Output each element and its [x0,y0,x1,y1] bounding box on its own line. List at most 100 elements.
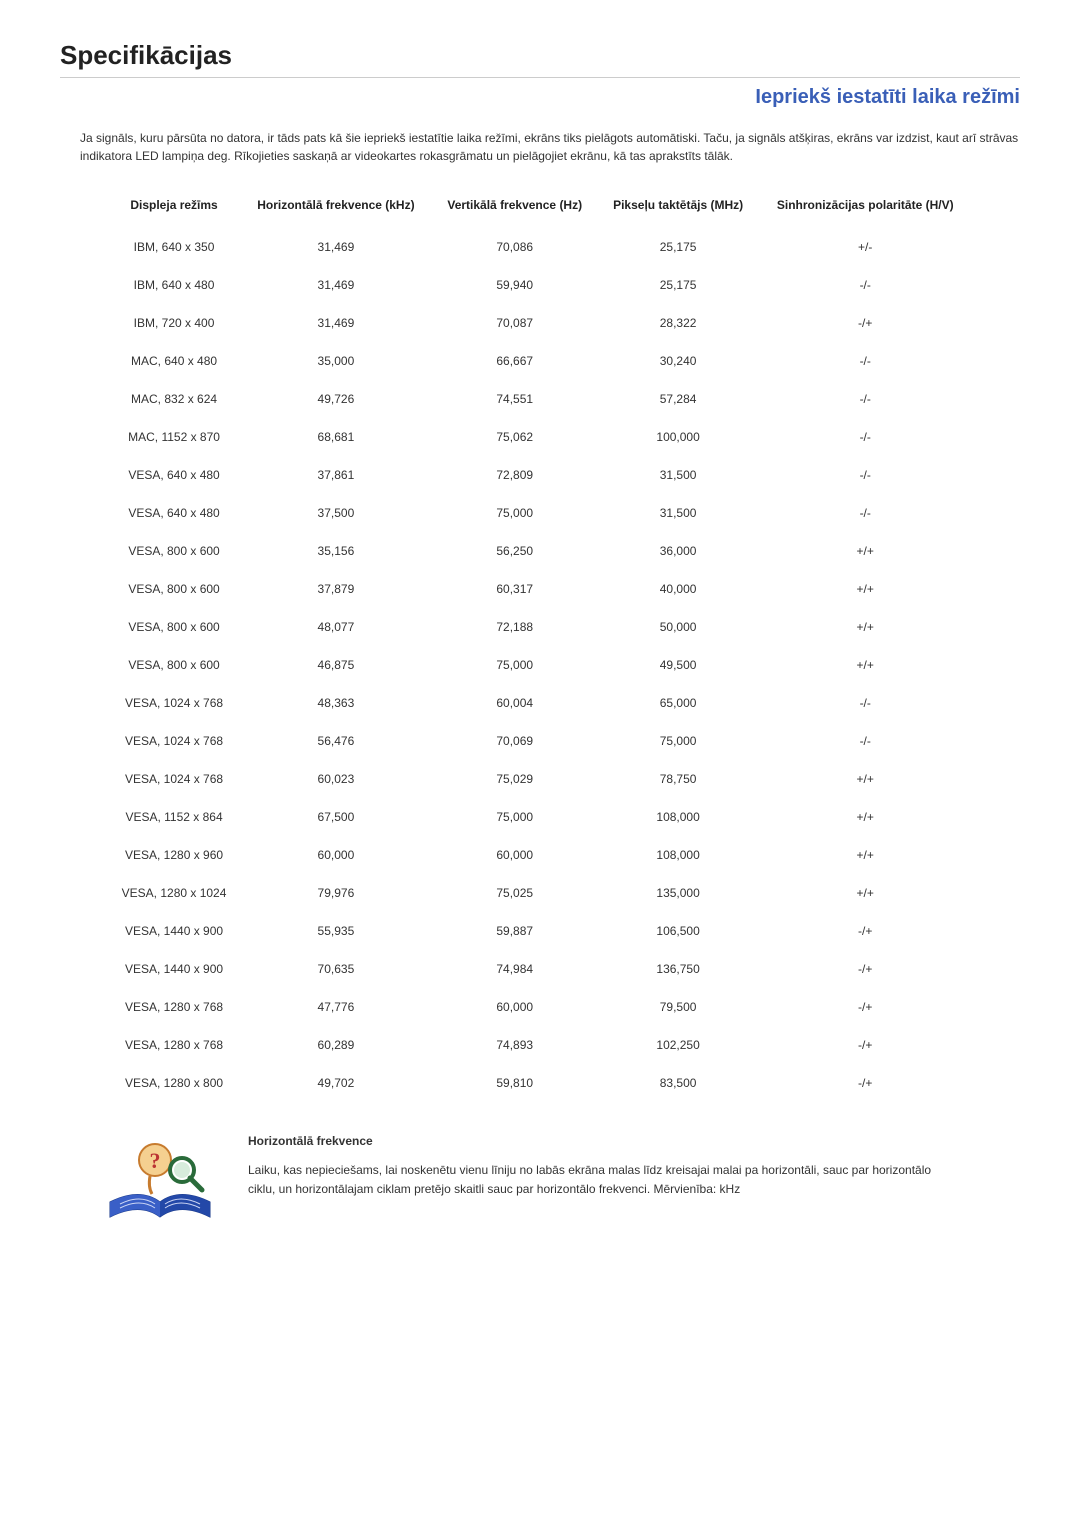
table-row: VESA, 1024 x 76860,02375,02978,750+/+ [108,760,972,798]
table-cell: 49,702 [240,1064,432,1102]
table-cell: 74,551 [432,380,598,418]
table-cell: MAC, 832 x 624 [108,380,240,418]
table-cell: MAC, 1152 x 870 [108,418,240,456]
table-cell: 68,681 [240,418,432,456]
table-row: VESA, 1280 x 96060,00060,000108,000+/+ [108,836,972,874]
table-cell: 60,317 [432,570,598,608]
table-cell: 55,935 [240,912,432,950]
table-cell: 75,000 [432,798,598,836]
table-cell: 60,004 [432,684,598,722]
table-cell: VESA, 640 x 480 [108,494,240,532]
table-cell: 75,029 [432,760,598,798]
col-polarity: Sinhronizācijas polaritāte (H/V) [758,189,972,228]
table-row: VESA, 800 x 60046,87575,00049,500+/+ [108,646,972,684]
table-cell: -/+ [758,304,972,342]
table-cell: 40,000 [598,570,759,608]
table-cell: 72,188 [432,608,598,646]
table-row: VESA, 1280 x 102479,97675,025135,000+/+ [108,874,972,912]
table-cell: VESA, 1024 x 768 [108,760,240,798]
table-header-row: Displeja režīms Horizontālā frekvence (k… [108,189,972,228]
table-cell: 31,500 [598,494,759,532]
table-cell: 25,175 [598,228,759,266]
table-cell: 60,023 [240,760,432,798]
table-cell: 83,500 [598,1064,759,1102]
table-cell: 59,810 [432,1064,598,1102]
table-cell: 79,500 [598,988,759,1026]
table-row: MAC, 832 x 62449,72674,55157,284-/- [108,380,972,418]
table-row: VESA, 1024 x 76856,47670,06975,000-/- [108,722,972,760]
table-cell: +/+ [758,570,972,608]
table-cell: 28,322 [598,304,759,342]
table-cell: 31,500 [598,456,759,494]
table-cell: VESA, 800 x 600 [108,532,240,570]
table-cell: +/- [758,228,972,266]
table-cell: +/+ [758,532,972,570]
footer-text: Horizontālā frekvence Laiku, kas nepieci… [248,1132,1020,1200]
table-cell: -/+ [758,1026,972,1064]
table-cell: IBM, 640 x 480 [108,266,240,304]
table-cell: 70,069 [432,722,598,760]
table-cell: -/- [758,380,972,418]
table-row: VESA, 640 x 48037,50075,00031,500-/- [108,494,972,532]
table-cell: -/- [758,494,972,532]
table-cell: 108,000 [598,836,759,874]
table-row: VESA, 640 x 48037,86172,80931,500-/- [108,456,972,494]
table-cell: 60,289 [240,1026,432,1064]
table-cell: 31,469 [240,304,432,342]
table-cell: 25,175 [598,266,759,304]
table-cell: -/+ [758,1064,972,1102]
table-cell: 30,240 [598,342,759,380]
table-row: VESA, 1280 x 76860,28974,893102,250-/+ [108,1026,972,1064]
table-cell: 74,893 [432,1026,598,1064]
table-cell: IBM, 640 x 350 [108,228,240,266]
table-cell: -/- [758,266,972,304]
table-cell: -/- [758,722,972,760]
col-pixelclk: Pikseļu taktētājs (MHz) [598,189,759,228]
table-cell: 48,363 [240,684,432,722]
table-cell: VESA, 1280 x 1024 [108,874,240,912]
table-cell: 35,156 [240,532,432,570]
table-cell: 49,500 [598,646,759,684]
table-cell: 56,476 [240,722,432,760]
table-cell: 74,984 [432,950,598,988]
table-cell: 75,000 [432,494,598,532]
table-row: IBM, 640 x 48031,46959,94025,175-/- [108,266,972,304]
timing-modes-table: Displeja režīms Horizontālā frekvence (k… [108,189,972,1102]
table-cell: 108,000 [598,798,759,836]
table-cell: 47,776 [240,988,432,1026]
table-cell: 136,750 [598,950,759,988]
table-cell: 49,726 [240,380,432,418]
table-cell: 59,940 [432,266,598,304]
table-row: VESA, 1440 x 90070,63574,984136,750-/+ [108,950,972,988]
footer-section: ? Horizontālā frekvence Laiku, kas nepie… [100,1132,1020,1232]
table-cell: 46,875 [240,646,432,684]
table-cell: 37,861 [240,456,432,494]
table-row: MAC, 1152 x 87068,68175,062100,000-/- [108,418,972,456]
table-cell: VESA, 800 x 600 [108,608,240,646]
table-cell: 70,087 [432,304,598,342]
table-cell: 106,500 [598,912,759,950]
table-cell: 56,250 [432,532,598,570]
col-hfreq: Horizontālā frekvence (kHz) [240,189,432,228]
intro-paragraph: Ja signāls, kuru pārsūta no datora, ir t… [80,129,1020,165]
table-cell: 72,809 [432,456,598,494]
table-cell: 31,469 [240,266,432,304]
table-cell: VESA, 1024 x 768 [108,722,240,760]
table-cell: 31,469 [240,228,432,266]
table-row: VESA, 800 x 60037,87960,31740,000+/+ [108,570,972,608]
svg-text:?: ? [150,1148,161,1173]
table-cell: 75,025 [432,874,598,912]
table-cell: -/+ [758,912,972,950]
table-cell: +/+ [758,798,972,836]
table-cell: 35,000 [240,342,432,380]
table-cell: 75,000 [598,722,759,760]
table-row: VESA, 1440 x 90055,93559,887106,500-/+ [108,912,972,950]
table-cell: 65,000 [598,684,759,722]
table-cell: MAC, 640 x 480 [108,342,240,380]
table-cell: 37,500 [240,494,432,532]
footer-heading: Horizontālā frekvence [248,1132,940,1151]
table-cell: 70,086 [432,228,598,266]
table-cell: 79,976 [240,874,432,912]
table-cell: 59,887 [432,912,598,950]
table-cell: 50,000 [598,608,759,646]
